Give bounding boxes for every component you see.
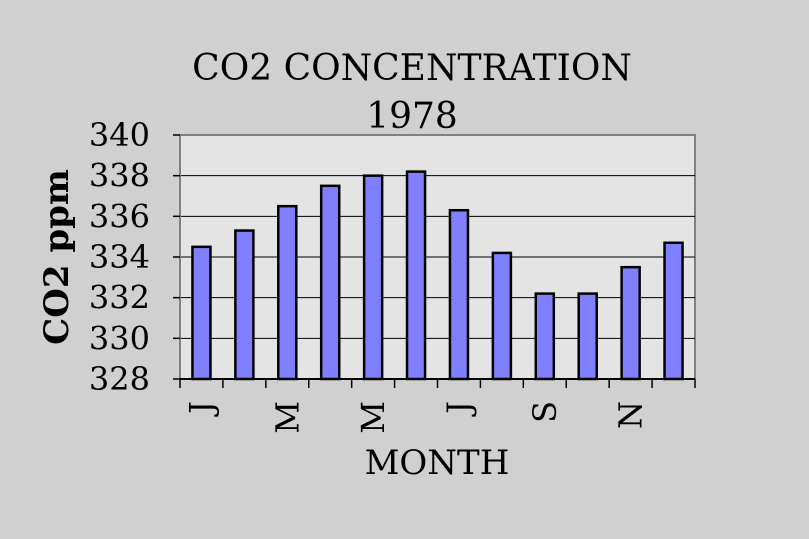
bar-sep [534, 292, 556, 381]
x-tick-label: J [440, 401, 478, 417]
bar-apr [319, 184, 341, 381]
x-tick-label: M [268, 401, 306, 434]
bar-jul [448, 208, 470, 381]
y-tick-label: 332 [89, 279, 150, 317]
bar-aug [491, 251, 513, 381]
bar-jun [405, 170, 427, 381]
y-axis-label: CO2 ppm [37, 169, 77, 345]
gridlines [180, 175, 695, 339]
y-tick-label: 338 [89, 157, 150, 195]
x-tick-label: S [526, 401, 564, 423]
bar-mar [277, 204, 298, 381]
x-tick-label: J [182, 401, 220, 417]
x-tick-label: M [354, 401, 392, 434]
y-tick-label: 328 [89, 360, 150, 398]
bars [191, 170, 684, 381]
bar-may [362, 174, 384, 381]
y-tick-label: 330 [89, 319, 150, 357]
chart-subtitle: 1978 [366, 96, 458, 137]
y-tick-label: 336 [89, 197, 150, 235]
bar-nov [620, 265, 641, 381]
chart-title: CO2 CONCENTRATION [192, 48, 632, 89]
x-tick-label: N [612, 401, 650, 429]
x-axis-label: MONTH [365, 443, 510, 483]
bar-feb [234, 229, 255, 381]
bar-oct [577, 292, 598, 381]
y-tick-label: 340 [89, 116, 150, 154]
bar-dec [663, 241, 684, 381]
bar-jan [191, 245, 212, 381]
y-tick-label: 334 [89, 238, 150, 276]
